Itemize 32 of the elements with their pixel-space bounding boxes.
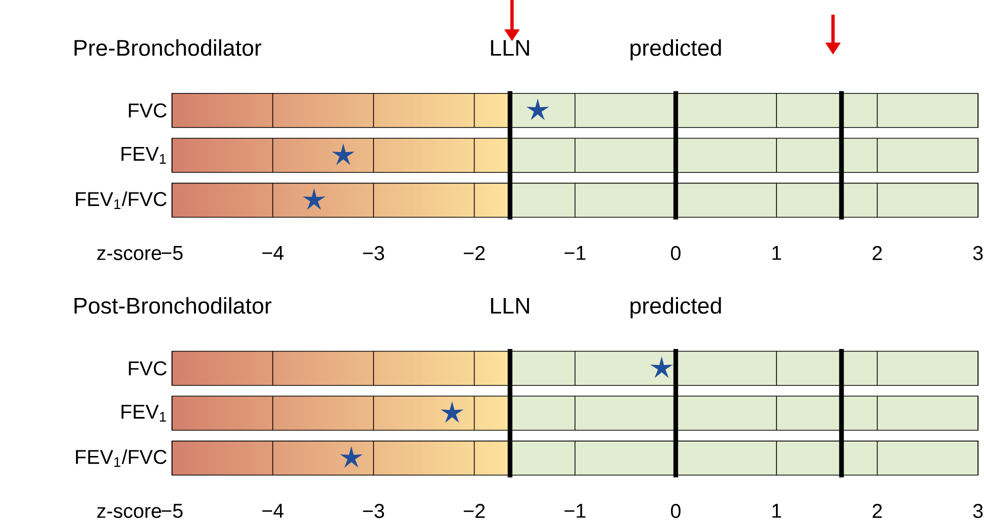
x-tick-label: −5 — [162, 246, 183, 260]
x-tick-label: −3 — [363, 246, 384, 260]
x-tick-label: 2 — [872, 246, 882, 260]
x-tick-label: 0 — [670, 246, 681, 260]
ref-line-label: predicted — [630, 39, 721, 60]
x-tick-label: −1 — [564, 246, 586, 260]
x-tick-label: 3 — [973, 246, 983, 260]
x-tick-label: −5 — [162, 504, 183, 518]
x-axis-title: z-score — [97, 249, 162, 260]
x-tick-label: 1 — [772, 246, 782, 260]
y-tick-label: FEV$_{1}$ — [122, 404, 166, 422]
x-axis-title: z-score — [97, 507, 162, 518]
x-tick-label: 0 — [670, 504, 681, 518]
x-tick-label: −2 — [464, 246, 485, 260]
x-tick-label: 2 — [872, 504, 882, 518]
y-tick-label: FEV$_{1}$/FVC — [76, 191, 167, 209]
ref-line-label: predicted — [630, 297, 721, 318]
chart-title: Post-Bronchodilator — [74, 297, 272, 314]
y-tick-label: FVC — [128, 361, 167, 376]
y-tick-label: FVC — [128, 103, 167, 118]
y-tick-label: FEV$_{1}$/FVC — [76, 449, 167, 467]
ref-line-label: LLN — [491, 40, 529, 56]
x-tick-label: −1 — [564, 504, 586, 518]
x-tick-label: −2 — [464, 504, 485, 518]
x-tick-label: 1 — [772, 504, 782, 518]
x-tick-label: −4 — [262, 504, 284, 518]
x-tick-label: −4 — [262, 246, 284, 260]
x-tick-label: 3 — [973, 504, 983, 518]
y-tick-label: FEV$_{1}$ — [122, 146, 166, 164]
chart-title: Pre-Bronchodilator — [74, 39, 262, 56]
x-tick-label: −3 — [363, 504, 384, 518]
ref-line-label: LLN — [491, 298, 529, 314]
